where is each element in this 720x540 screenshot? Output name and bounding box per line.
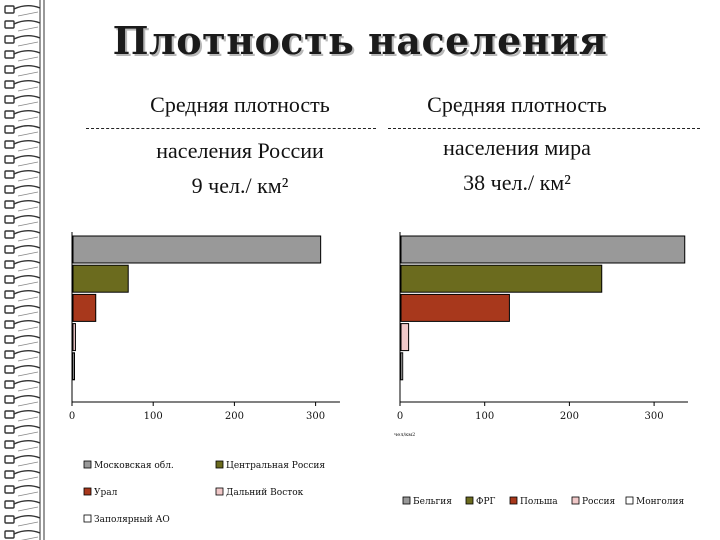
legend-swatch: [402, 496, 411, 505]
legend-swatch: [83, 487, 92, 496]
legend-entry: Заполярный АО: [94, 515, 170, 525]
legend-swatch: [509, 496, 518, 505]
bar: [400, 264, 603, 293]
legend-swatch: [215, 460, 224, 469]
heading-divider-right: [388, 128, 700, 129]
legend-swatch: [83, 460, 92, 469]
x-tick-label: 300: [306, 411, 325, 422]
world-heading-line2: населения мира: [443, 135, 591, 160]
legend-entry: Центральная Россия: [226, 461, 325, 471]
legend-entry: Польша: [520, 497, 558, 507]
notebook-spiral-binding: [4, 0, 45, 540]
bar: [400, 323, 410, 352]
legend-entry: Дальний Восток: [226, 488, 304, 498]
bar: [400, 235, 686, 264]
legend-swatch: [465, 496, 474, 505]
legend-entry: Бельгия: [413, 497, 452, 507]
x-tick-label: 200: [560, 411, 579, 422]
world-heading-line3: 38 чел./ км²: [463, 170, 571, 195]
bar: [72, 323, 76, 352]
slide-title: Плотность населения: [112, 18, 608, 63]
x-tick-label: 100: [475, 411, 494, 422]
bar: [72, 264, 129, 293]
legend-swatch: [625, 496, 634, 505]
legend-entry: Россия: [582, 497, 616, 507]
russia-regions-chart: 0 100 200 300 Московская обл. Центральная Рос…: [69, 231, 353, 525]
legend-swatch: [215, 487, 224, 496]
x-tick-label: 0: [397, 411, 403, 422]
legend-entry: Московская обл.: [94, 460, 174, 471]
legend-entry: Монголия: [636, 497, 684, 507]
legend-swatch: [571, 496, 580, 505]
legend-entry: ФРГ: [476, 497, 496, 507]
world-density-heading: Средняя плотность населения мира 38 чел.…: [372, 88, 662, 199]
x-tick-label: 0: [69, 411, 75, 422]
bar: [72, 235, 322, 264]
x-tick-label: 300: [645, 411, 664, 422]
x-axis-unit-label: чел/км2: [394, 432, 415, 438]
heading-divider-left: [86, 128, 376, 129]
legend-swatch: [83, 514, 92, 523]
x-tick-label: 100: [144, 411, 163, 422]
bar: [72, 293, 97, 322]
russia-heading-line3: 9 чел./ км²: [191, 173, 289, 198]
bar: [72, 352, 75, 381]
russia-heading-line1: Средняя плотность: [150, 92, 330, 117]
russia-heading-line2: населения России: [156, 138, 324, 163]
legend-entry: Урал: [94, 488, 118, 498]
bar: [400, 293, 510, 322]
bar: [400, 352, 404, 381]
russia-density-heading: Средняя плотность населения России 9 чел…: [95, 88, 385, 202]
x-tick-label: 200: [225, 411, 244, 422]
world-heading-line1: Средняя плотность: [427, 92, 607, 117]
world-countries-chart: 0 100 200 300 чел/км2 Бельгия ФРГ Польша Россия М…: [394, 231, 691, 507]
